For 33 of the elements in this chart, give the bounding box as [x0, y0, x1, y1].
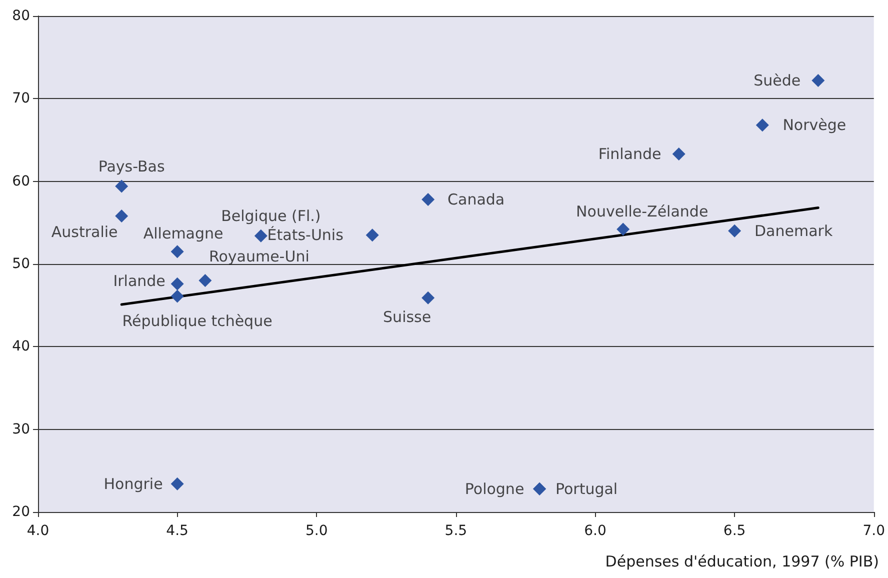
y-tick-label: 80: [12, 8, 30, 24]
annotation: Danemark: [754, 222, 833, 240]
annotation: Norvège: [782, 116, 846, 134]
annotation: Portugal: [555, 480, 618, 498]
y-tick-label: 70: [12, 90, 30, 107]
y-tick-label: 40: [12, 338, 30, 355]
y-tick-label: 50: [12, 256, 30, 272]
x-tick-label: 7.0: [862, 523, 885, 539]
annotation: Australie: [51, 223, 118, 242]
annotation: Pologne: [464, 480, 524, 498]
y-tick-label: 20: [12, 504, 30, 520]
annotation: République tchèque: [122, 312, 272, 330]
annotation: Pays-Bas: [98, 157, 165, 176]
x-tick-label: 4.0: [26, 523, 50, 539]
annotation: Allemagne: [143, 224, 224, 243]
annotation: Belgique (Fl.): [221, 206, 321, 225]
x-tick-label: 5.5: [444, 523, 468, 539]
annotation: Hongrie: [104, 474, 163, 493]
y-tick-label: 60: [12, 173, 30, 190]
annotation: Royaume-Uni: [208, 248, 310, 266]
x-tick-label: 6.5: [723, 523, 746, 539]
annotation: Suisse: [383, 308, 432, 326]
x-tick-label: 5.0: [305, 523, 328, 539]
annotation: États-Unis: [267, 226, 344, 244]
annotation: Irlande: [113, 272, 166, 290]
x-tick-label: 6.0: [584, 523, 606, 539]
annotation: Finlande: [598, 145, 662, 164]
annotation: Nouvelle-Zélande: [576, 202, 708, 220]
y-tick-label: 30: [12, 421, 30, 438]
x-tick-label: 4.5: [166, 523, 188, 539]
annotation: Suède: [754, 71, 801, 90]
annotation: Canada: [448, 190, 505, 209]
x-axis-title: Dépenses d'éducation, 1997 (% PIB): [605, 552, 880, 570]
